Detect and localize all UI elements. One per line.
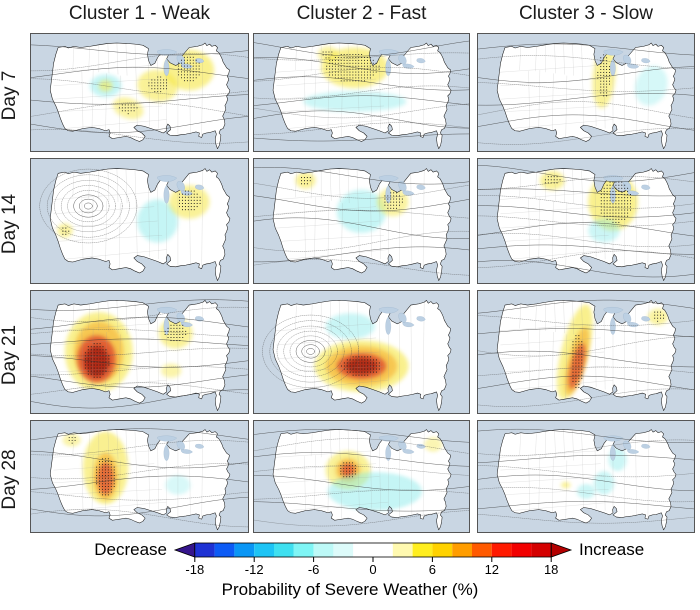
svg-text:Decrease: Decrease [94,540,167,559]
svg-text:-18: -18 [185,562,204,577]
svg-text:Day 28: Day 28 [0,449,20,509]
svg-text:0: 0 [369,562,376,577]
svg-text:Day 7: Day 7 [0,71,20,121]
svg-text:-12: -12 [245,562,264,577]
svg-text:6: 6 [429,562,436,577]
svg-text:12: 12 [485,562,499,577]
svg-text:Day 14: Day 14 [0,193,20,254]
svg-text:Probability of Severe Weather: Probability of Severe Weather (%) [222,580,479,599]
svg-text:18: 18 [544,562,558,577]
svg-text:Day 21: Day 21 [0,325,20,385]
svg-text:Increase: Increase [579,540,644,559]
svg-text:-6: -6 [308,562,320,577]
